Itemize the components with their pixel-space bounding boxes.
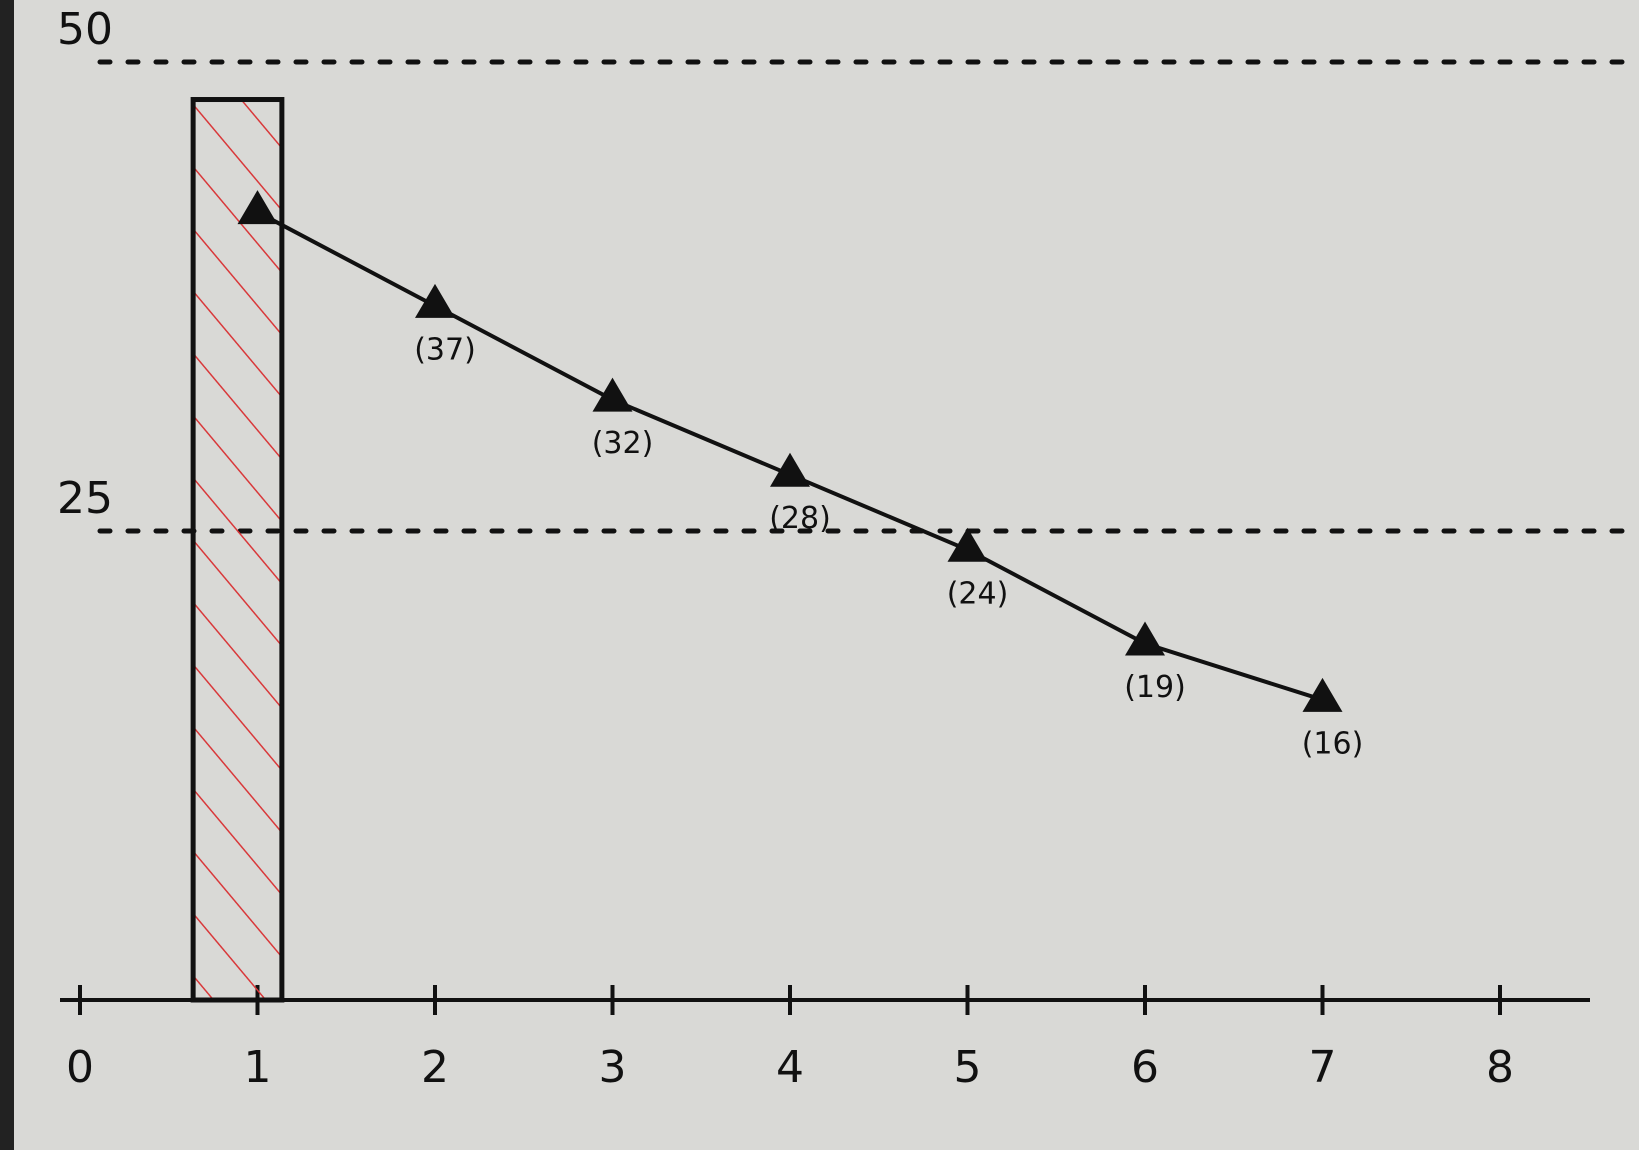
y-tick-label: 25 (57, 473, 113, 524)
value-label: (28) (769, 501, 831, 536)
x-tick-label: 0 (66, 1042, 94, 1093)
y-tick-label: 50 (57, 4, 113, 55)
value-label: (32) (592, 426, 654, 461)
x-tick-label: 4 (776, 1042, 804, 1093)
x-tick-label: 1 (244, 1042, 272, 1093)
x-tick-label: 7 (1309, 1042, 1337, 1093)
x-tick-label: 2 (421, 1042, 449, 1093)
value-label: (16) (1302, 726, 1364, 761)
value-label: (24) (947, 576, 1009, 611)
chart: 25 50 0 1 2 3 4 5 6 7 8 (37) (32) (28) (24) (19) (16) (0, 0, 1639, 1150)
x-tick-label: 6 (1131, 1042, 1159, 1093)
value-label: (37) (414, 332, 476, 367)
page: {"chart_data": {"type": "combo", "xlim":… (0, 0, 1639, 1150)
edge (0, 0, 14, 1150)
bar (193, 100, 282, 1000)
x-tick-label: 5 (954, 1042, 982, 1093)
x-tick-label: 8 (1486, 1042, 1514, 1093)
value-label: (19) (1124, 670, 1186, 705)
x-tick-label: 3 (599, 1042, 627, 1093)
